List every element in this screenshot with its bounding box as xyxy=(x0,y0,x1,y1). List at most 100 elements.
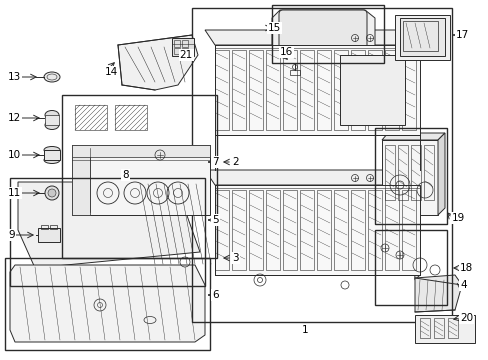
Bar xyxy=(316,190,330,270)
Text: 8: 8 xyxy=(122,170,128,180)
Bar xyxy=(38,228,60,242)
Bar xyxy=(374,230,446,305)
FancyBboxPatch shape xyxy=(279,10,366,55)
Bar xyxy=(384,190,398,270)
Bar xyxy=(75,105,107,130)
Bar xyxy=(72,145,209,215)
Bar xyxy=(401,50,415,130)
Text: 10: 10 xyxy=(8,150,21,160)
Bar xyxy=(72,145,209,157)
Text: 7: 7 xyxy=(212,157,218,167)
Text: 18: 18 xyxy=(459,263,472,273)
Bar xyxy=(419,318,429,338)
Text: 6: 6 xyxy=(212,290,218,300)
Bar xyxy=(333,190,347,270)
Bar xyxy=(265,190,280,270)
Polygon shape xyxy=(409,30,419,140)
Bar xyxy=(215,185,419,275)
Bar xyxy=(399,18,444,56)
Ellipse shape xyxy=(45,111,59,120)
Bar xyxy=(350,50,364,130)
Bar xyxy=(299,50,313,130)
Polygon shape xyxy=(204,30,419,45)
Bar xyxy=(374,128,446,224)
Text: 20: 20 xyxy=(459,313,472,323)
Text: 14: 14 xyxy=(105,67,118,77)
Polygon shape xyxy=(18,182,200,268)
Text: 1: 1 xyxy=(301,325,307,335)
Text: 4: 4 xyxy=(459,280,466,290)
Bar xyxy=(401,190,415,270)
Ellipse shape xyxy=(44,157,60,163)
Bar xyxy=(231,50,245,130)
Bar xyxy=(44,150,60,160)
Bar xyxy=(5,258,209,350)
Ellipse shape xyxy=(45,186,59,200)
Text: 5: 5 xyxy=(212,215,218,225)
Polygon shape xyxy=(437,133,444,215)
Polygon shape xyxy=(414,275,461,312)
Bar xyxy=(215,190,228,270)
Bar xyxy=(192,8,451,322)
Text: 17: 17 xyxy=(455,30,468,40)
Bar xyxy=(299,190,313,270)
Bar xyxy=(50,225,57,229)
Bar xyxy=(115,105,147,130)
Bar xyxy=(172,38,194,56)
Bar xyxy=(182,40,187,47)
Bar xyxy=(384,50,398,130)
Bar xyxy=(215,45,419,135)
Bar xyxy=(283,50,296,130)
Polygon shape xyxy=(271,10,374,56)
Text: 19: 19 xyxy=(451,213,464,223)
Bar xyxy=(333,50,347,130)
Bar xyxy=(72,145,90,215)
Bar xyxy=(45,115,59,125)
Bar xyxy=(248,50,263,130)
Ellipse shape xyxy=(44,72,60,82)
Bar xyxy=(182,48,187,54)
Bar xyxy=(265,50,280,130)
Bar xyxy=(433,318,443,338)
Polygon shape xyxy=(204,170,419,185)
Bar xyxy=(283,190,296,270)
Polygon shape xyxy=(381,133,444,140)
Bar xyxy=(215,50,228,130)
Bar xyxy=(10,178,204,286)
Bar xyxy=(231,190,245,270)
Bar xyxy=(397,145,407,200)
Bar xyxy=(367,50,381,130)
Ellipse shape xyxy=(48,189,56,197)
Text: 3: 3 xyxy=(231,253,238,263)
Bar xyxy=(374,128,446,224)
Bar xyxy=(271,5,383,63)
Text: 15: 15 xyxy=(267,23,281,33)
Bar xyxy=(350,190,364,270)
Bar xyxy=(174,40,180,47)
Bar xyxy=(367,190,381,270)
Bar xyxy=(316,50,330,130)
Text: 16: 16 xyxy=(280,47,293,57)
Bar xyxy=(289,70,299,75)
Bar xyxy=(384,145,394,200)
Bar xyxy=(402,21,437,51)
Polygon shape xyxy=(118,35,198,90)
Bar xyxy=(423,145,433,200)
Bar xyxy=(447,318,457,338)
Text: 11: 11 xyxy=(8,188,21,198)
Bar xyxy=(414,315,474,343)
Polygon shape xyxy=(409,170,419,280)
Bar xyxy=(62,95,217,258)
Text: 12: 12 xyxy=(8,113,21,123)
Text: 13: 13 xyxy=(8,72,21,82)
Bar xyxy=(339,55,404,125)
Bar xyxy=(410,145,420,200)
Text: 9: 9 xyxy=(8,230,15,240)
Bar xyxy=(41,225,48,229)
Text: 2: 2 xyxy=(231,157,238,167)
Polygon shape xyxy=(381,140,437,215)
Bar xyxy=(248,190,263,270)
Bar xyxy=(394,15,449,60)
Ellipse shape xyxy=(45,121,59,130)
Ellipse shape xyxy=(44,147,60,153)
